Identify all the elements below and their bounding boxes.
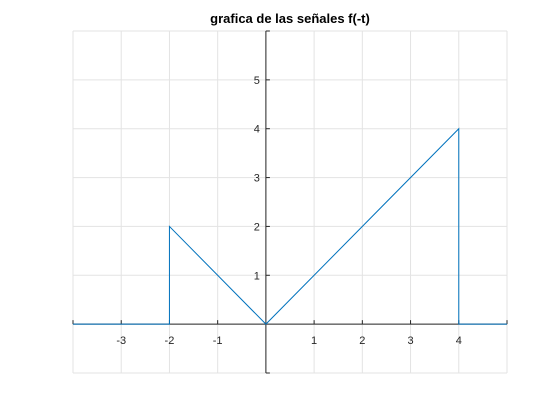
x-tick-label: -3 — [116, 335, 126, 347]
y-tick-label: 2 — [254, 221, 260, 233]
y-tick-label: 1 — [254, 270, 260, 282]
y-tick-label: 5 — [254, 75, 260, 87]
y-tick-labels: 1 2 3 4 5 — [254, 75, 260, 282]
series-line — [73, 127, 507, 325]
x-tick-labels: -3 -2 -1 1 2 3 4 — [116, 335, 462, 347]
grid — [72, 30, 508, 374]
series-group — [73, 127, 507, 325]
chart-title: grafica de las señales f(-t) — [210, 11, 370, 26]
plot-area — [73, 31, 507, 373]
x-tick-label: 4 — [456, 335, 462, 347]
y-tick-label: 3 — [254, 173, 260, 185]
x-tick-label: -2 — [165, 335, 175, 347]
y-tick-label: 4 — [254, 124, 260, 136]
x-tick-label: 1 — [311, 335, 317, 347]
x-tick-label: 3 — [407, 335, 413, 347]
x-tick-label: -1 — [213, 335, 223, 347]
x-tick-label: 2 — [359, 335, 365, 347]
